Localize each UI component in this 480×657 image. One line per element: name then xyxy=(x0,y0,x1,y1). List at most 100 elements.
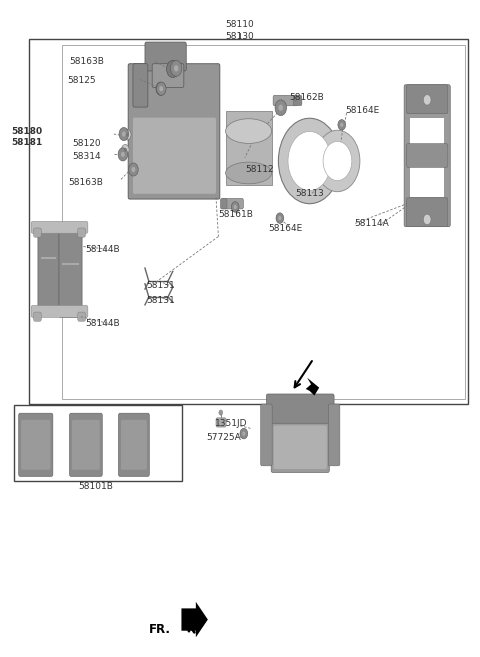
Circle shape xyxy=(126,133,129,137)
FancyBboxPatch shape xyxy=(70,413,102,476)
Bar xyxy=(29,39,468,404)
FancyBboxPatch shape xyxy=(220,198,227,209)
Circle shape xyxy=(278,118,341,204)
FancyBboxPatch shape xyxy=(133,118,216,194)
FancyBboxPatch shape xyxy=(133,64,148,107)
Bar xyxy=(62,263,79,265)
Circle shape xyxy=(275,100,287,116)
Text: 58113: 58113 xyxy=(296,189,324,198)
FancyBboxPatch shape xyxy=(221,198,243,209)
Text: 58163B: 58163B xyxy=(70,57,105,66)
Circle shape xyxy=(242,432,245,436)
Text: 1351JD: 1351JD xyxy=(215,419,248,428)
Text: 58144B: 58144B xyxy=(85,319,120,328)
FancyBboxPatch shape xyxy=(21,420,50,470)
FancyBboxPatch shape xyxy=(38,226,59,307)
Bar xyxy=(226,111,272,185)
Circle shape xyxy=(423,214,431,225)
Circle shape xyxy=(119,127,129,141)
Circle shape xyxy=(170,60,182,76)
Text: 58163B: 58163B xyxy=(68,178,103,187)
Polygon shape xyxy=(181,602,208,637)
Circle shape xyxy=(156,82,166,95)
Circle shape xyxy=(234,205,237,209)
Bar xyxy=(14,405,182,481)
Circle shape xyxy=(132,167,135,172)
FancyBboxPatch shape xyxy=(78,312,85,321)
Text: 58131: 58131 xyxy=(146,296,175,305)
FancyBboxPatch shape xyxy=(34,312,41,321)
Circle shape xyxy=(123,129,131,140)
Circle shape xyxy=(240,428,248,439)
Text: 58164E: 58164E xyxy=(346,106,380,115)
Text: FR.: FR. xyxy=(149,623,171,636)
Circle shape xyxy=(156,82,166,95)
Circle shape xyxy=(121,152,125,157)
Bar xyxy=(410,118,444,197)
Text: 58180: 58180 xyxy=(12,127,43,136)
Text: 58181: 58181 xyxy=(12,138,43,147)
FancyBboxPatch shape xyxy=(404,85,450,227)
Text: 58112: 58112 xyxy=(245,165,274,174)
Bar xyxy=(41,257,56,259)
Bar xyxy=(62,45,465,399)
Circle shape xyxy=(174,65,179,72)
FancyBboxPatch shape xyxy=(19,413,53,476)
Text: 58314: 58314 xyxy=(72,152,101,161)
Text: 58114A: 58114A xyxy=(354,219,389,228)
Polygon shape xyxy=(306,378,319,396)
FancyBboxPatch shape xyxy=(261,404,272,466)
Circle shape xyxy=(338,120,346,130)
Text: 58162B: 58162B xyxy=(289,93,324,102)
FancyBboxPatch shape xyxy=(34,228,41,237)
Circle shape xyxy=(278,104,283,111)
Circle shape xyxy=(288,131,331,191)
Text: 58144B: 58144B xyxy=(85,245,120,254)
FancyBboxPatch shape xyxy=(407,198,448,227)
Circle shape xyxy=(340,123,343,127)
FancyBboxPatch shape xyxy=(216,418,226,427)
Circle shape xyxy=(159,86,163,91)
FancyBboxPatch shape xyxy=(59,229,82,317)
Text: 58131: 58131 xyxy=(146,281,175,290)
FancyBboxPatch shape xyxy=(119,413,149,476)
Circle shape xyxy=(315,130,360,192)
FancyBboxPatch shape xyxy=(407,144,448,168)
FancyBboxPatch shape xyxy=(145,42,186,71)
Text: 58164E: 58164E xyxy=(268,224,302,233)
Text: 58120: 58120 xyxy=(72,139,101,148)
FancyBboxPatch shape xyxy=(31,221,88,233)
Circle shape xyxy=(323,141,352,181)
Circle shape xyxy=(278,216,281,220)
Text: 57725A: 57725A xyxy=(206,433,241,442)
Circle shape xyxy=(276,213,284,223)
FancyBboxPatch shape xyxy=(293,95,302,106)
Text: 58110: 58110 xyxy=(226,20,254,29)
Text: 58130: 58130 xyxy=(226,32,254,41)
Circle shape xyxy=(124,148,127,152)
FancyBboxPatch shape xyxy=(128,64,220,199)
Circle shape xyxy=(167,60,179,78)
FancyBboxPatch shape xyxy=(72,420,100,470)
Text: 58161B: 58161B xyxy=(218,210,253,219)
FancyBboxPatch shape xyxy=(407,85,448,114)
Circle shape xyxy=(219,410,223,415)
Text: 58101B: 58101B xyxy=(79,482,113,491)
FancyBboxPatch shape xyxy=(152,64,184,87)
FancyBboxPatch shape xyxy=(271,415,329,472)
Circle shape xyxy=(423,95,431,105)
Ellipse shape xyxy=(226,119,272,143)
Circle shape xyxy=(118,148,128,161)
FancyBboxPatch shape xyxy=(274,426,327,469)
FancyBboxPatch shape xyxy=(266,394,334,423)
Ellipse shape xyxy=(226,162,272,184)
Circle shape xyxy=(121,145,129,155)
FancyBboxPatch shape xyxy=(328,404,340,466)
FancyBboxPatch shape xyxy=(121,420,147,470)
Text: 58125: 58125 xyxy=(67,76,96,85)
Circle shape xyxy=(129,163,138,176)
FancyBboxPatch shape xyxy=(78,228,85,237)
Circle shape xyxy=(122,131,126,137)
FancyBboxPatch shape xyxy=(273,95,298,106)
FancyBboxPatch shape xyxy=(31,306,88,317)
